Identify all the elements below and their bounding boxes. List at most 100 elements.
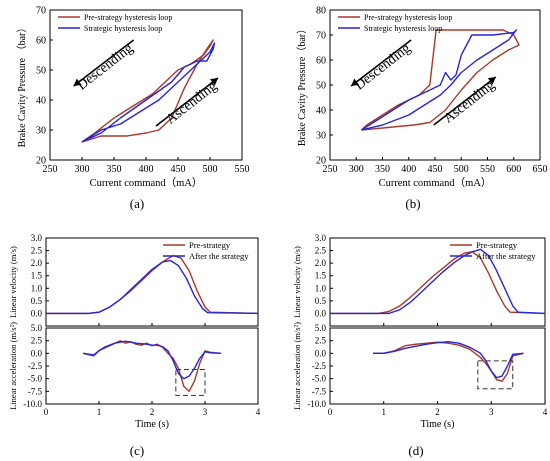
panel-b-xtick-label: 650 — [533, 164, 548, 175]
panel-a-ascending-label: Ascending — [164, 79, 220, 128]
panel-c-top-series-1 — [46, 259, 259, 315]
panel-c-top-ytick-label: 1.5 — [31, 271, 43, 281]
panel-a-ytick-label: 50 — [36, 66, 46, 77]
panel-c-bottom-frame — [45, 327, 259, 405]
panel-c-top-ytick-label: 0.5 — [31, 296, 43, 306]
panel-c-bottom-xtick-label: 4 — [256, 407, 261, 417]
panel-c-bottom-highlight-box — [175, 369, 206, 396]
panel-b-xtick-label: 500 — [454, 164, 469, 175]
panel-b-xtick-label: 550 — [480, 164, 495, 175]
panel-b-xtick-label: 450 — [428, 164, 443, 175]
panel-a-series-0 — [81, 39, 214, 143]
panel-a-xtick-label: 350 — [107, 164, 122, 175]
panel-a-legend-label-1: Strategic hysteresis loop — [84, 24, 162, 33]
panel-c-top-ylabel: Linear velocity (m/s) — [8, 246, 18, 318]
panel-a-descending-label: Descending — [75, 41, 136, 94]
panel-c-bottom-xtick-label: 0 — [44, 407, 49, 417]
panel-c-top-ytick-label: 0.0 — [31, 308, 43, 318]
panel-a-ytick-label: 40 — [36, 96, 46, 107]
panel-a-descending-arrow-head — [73, 78, 82, 86]
panel-d-top-ytick-label: 2.5 — [315, 246, 327, 256]
panel-d-bottom-ylabel: Linear acceleration (m/s²) — [292, 322, 302, 410]
panel-b-ascending-arrow-head — [487, 77, 496, 85]
panel-label-a: (a) — [130, 196, 144, 211]
panel-b-descending-label: Descending — [352, 41, 413, 94]
panel-d-bottom-ytick-label: 0.0 — [315, 348, 327, 358]
panel-d-top-ytick-label: 3.0 — [315, 233, 327, 243]
panel-b-legend-label-1: Strategic hysteresis loop — [364, 24, 442, 33]
panel-c-top-ytick-label: 1.0 — [31, 283, 43, 293]
panel-d-bottom-ytick-label: 2.5 — [315, 336, 327, 346]
panel-label-c: (c) — [130, 443, 144, 458]
panel-b-xtick-label: 400 — [401, 164, 416, 175]
panel-a-xtick-label: 400 — [139, 164, 154, 175]
panel-d-bottom-highlight-box — [477, 360, 514, 390]
panel-d-top-ytick-label: 2.0 — [315, 258, 327, 268]
panel-a-ylabel: Brake Cavity Pressure （bar） — [16, 23, 28, 148]
panel-a-xtick-label: 550 — [235, 164, 250, 175]
panel-a-ascending-arrow-shaft — [155, 77, 219, 127]
panel-b-ytick-label: 30 — [316, 131, 326, 142]
panel-b-ytick-label: 20 — [316, 156, 326, 167]
panel-b-ascending-arrow-shaft — [433, 76, 497, 126]
panel-d-top-ytick-label: 1.5 — [315, 271, 327, 281]
panel-d-bottom-ytick-label: 5.0 — [315, 323, 327, 333]
panel-d-bottom-xtick-label: 1 — [382, 407, 387, 417]
panel-b-ytick-label: 70 — [316, 31, 326, 42]
panel-b-descending-arrow-head — [351, 78, 360, 86]
panel-label-d: (d) — [408, 443, 423, 458]
panel-a-ytick-label: 20 — [36, 156, 46, 167]
panel-a-xtick-label: 500 — [203, 164, 218, 175]
panel-c-legend-label-0: Pre-strategy — [189, 240, 231, 250]
panel-label-b: (b) — [405, 196, 420, 211]
panel-d-bottom-xtick-label: 3 — [489, 407, 494, 417]
panel-b-xtick-label: 600 — [506, 164, 521, 175]
panel-c-top-series-0 — [46, 254, 259, 315]
panel-d-legend-label-1: After the strategy — [476, 251, 536, 261]
panel-d-bottom-xtick-label: 2 — [435, 407, 440, 417]
panel-c-top-ytick-label: 2.5 — [31, 246, 43, 256]
panel-a-xtick-label: 250 — [43, 164, 58, 175]
panel-d-bottom-ytick-label: -10.0 — [307, 399, 326, 409]
panel-d-bottom-series-1 — [373, 341, 524, 379]
panel-d-bottom-ytick-label: -5.0 — [312, 374, 327, 384]
panel-c-bottom-series-1 — [82, 340, 221, 380]
panel-b-descending-arrow-shaft — [350, 39, 412, 87]
panel-c-top-ytick-label: 2.0 — [31, 258, 43, 268]
panel-c-bottom-xtick-label: 2 — [150, 407, 155, 417]
panel-b-ytick-label: 50 — [316, 81, 326, 92]
panel-c-bottom-ytick-label: -5.0 — [28, 374, 43, 384]
panel-a-xlabel: Current command（mA） — [90, 177, 203, 189]
panel-a-series-1 — [81, 42, 216, 143]
panel-b-ytick-label: 80 — [316, 6, 326, 17]
panel-a-legend-label-0: Pre-strategy hysteresis loop — [84, 13, 172, 22]
panel-d-bottom-series-0 — [373, 341, 524, 382]
panel-a-ascending-arrow-head — [210, 78, 218, 86]
panel-b-xtick-label: 250 — [323, 164, 338, 175]
panel-d-legend-label-0: Pre-strategy — [476, 240, 518, 250]
panel-a-ytick-label: 30 — [36, 126, 46, 137]
panel-b-xtick-label: 300 — [349, 164, 364, 175]
panel-b-legend-label-0: Pre-strategy hysteresis loop — [364, 13, 452, 22]
panel-a-xtick-label: 450 — [171, 164, 186, 175]
panel-d-xlabel: Time (s) — [421, 419, 455, 430]
panel-b-ylabel: Brake Cavity Pressure（bar） — [296, 24, 308, 146]
panel-d-bottom-ytick-label: -2.5 — [312, 361, 327, 371]
panel-d-bottom-ytick-label: -7.5 — [312, 386, 327, 396]
panel-c-xlabel: Time (s) — [135, 419, 169, 430]
panel-c-bottom-xtick-label: 1 — [97, 407, 102, 417]
panel-d-top-series-0 — [330, 251, 546, 315]
panel-c-bottom-ytick-label: -10.0 — [23, 399, 42, 409]
plots-layer: 250 300 350 400 450 500 550203040506070Current… — [8, 6, 548, 431]
panel-c-legend-label-1: After the strategy — [189, 251, 249, 261]
panel-d-bottom-xtick-label: 4 — [543, 407, 548, 417]
panel-b-xtick-label: 350 — [375, 164, 390, 175]
panel-c-bottom-ytick-label: 0.0 — [31, 348, 43, 358]
panel-b-ytick-label: 40 — [316, 106, 326, 117]
panel-d-top-ylabel: Linear velocity (m/s) — [292, 246, 302, 318]
panel-d-top-ytick-label: 0.5 — [315, 296, 327, 306]
panel-d-top-ytick-label: 0.0 — [315, 308, 327, 318]
panel-d-top-ytick-label: 1.0 — [315, 283, 327, 293]
panel-b-series-1 — [361, 29, 518, 131]
